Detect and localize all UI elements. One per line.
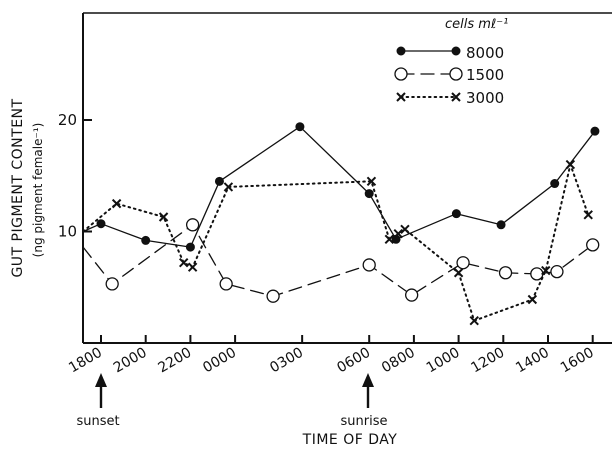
legend-marker-start-1500 — [394, 67, 408, 81]
point-3000-2 — [158, 212, 169, 222]
point-3000-9-stroke-b — [400, 224, 410, 234]
point-1500-4 — [266, 289, 280, 303]
point-8000-8 — [451, 209, 461, 219]
point-1500-10 — [550, 264, 564, 279]
y-axis-units: (ng pigment female⁻¹) — [31, 123, 45, 258]
x-tick-label-1000: 1000 — [424, 345, 463, 377]
point-3000-10 — [453, 268, 464, 278]
series-line-8000 — [82, 126, 596, 248]
point-8000-11 — [590, 126, 600, 136]
point-3000-12-stroke-b — [527, 294, 538, 305]
legend-title: cells mℓ⁻¹ — [445, 17, 508, 32]
legend-marker-end-3000-stroke-b — [451, 92, 461, 102]
point-3000-8 — [393, 229, 403, 239]
series-1500 — [82, 218, 600, 303]
point-3000-6-stroke-b — [366, 176, 377, 187]
series-3000 — [82, 159, 593, 326]
series-8000 — [82, 122, 600, 252]
y-axis-title: GUT PIGMENT CONTENT — [10, 98, 26, 277]
legend-label-3000: 3000 — [466, 89, 504, 107]
point-3000-5 — [223, 182, 234, 192]
point-3000-7-stroke-b — [384, 234, 395, 245]
series-line-1500 — [82, 224, 594, 297]
point-3000-1 — [111, 198, 122, 209]
legend-swatches — [394, 46, 463, 102]
sunset-marker: sunset — [76, 373, 120, 429]
x-tick-label-2200: 2200 — [156, 345, 195, 377]
y-tick-label-20: 20 — [58, 111, 77, 129]
point-3000-2-stroke-b — [158, 212, 169, 222]
x-tick-label-0800: 0800 — [379, 345, 418, 377]
x-tick-label-2000: 2000 — [111, 345, 150, 377]
point-1500-3 — [219, 277, 233, 291]
legend-marker-end-8000 — [451, 46, 461, 56]
legend-marker-end-1500 — [449, 67, 463, 81]
point-3000-3-stroke-b — [178, 258, 189, 268]
point-3000-4 — [187, 262, 198, 272]
point-8000-1 — [96, 219, 106, 229]
point-8000-9 — [496, 220, 506, 230]
point-1500-9 — [530, 267, 544, 281]
point-3000-9 — [400, 224, 410, 234]
point-1500-1 — [105, 277, 119, 291]
sunrise-label: sunrise — [341, 414, 388, 429]
point-3000-13 — [541, 265, 551, 276]
point-3000-1-stroke-b — [111, 198, 122, 209]
x-tick-label-0300: 0300 — [267, 345, 306, 377]
point-1500-6 — [405, 288, 419, 302]
point-8000-2 — [141, 235, 151, 245]
x-tick-label-1600: 1600 — [558, 345, 597, 377]
point-3000-12 — [527, 294, 538, 305]
y-tick-label-10: 10 — [58, 223, 77, 241]
x-tick-label-1400: 1400 — [513, 345, 552, 377]
point-3000-14 — [565, 159, 576, 170]
point-3000-3 — [178, 258, 189, 268]
point-3000-11-stroke-b — [469, 315, 479, 326]
point-8000-5 — [295, 122, 305, 132]
legend-label-8000: 8000 — [466, 44, 504, 62]
point-1500-7 — [456, 256, 470, 270]
x-tick-label-0000: 0000 — [200, 345, 239, 377]
point-8000-3 — [185, 242, 195, 252]
point-3000-13-stroke-b — [541, 265, 551, 276]
point-8000-4 — [214, 176, 224, 186]
point-3000-7 — [384, 234, 395, 245]
point-3000-15 — [583, 210, 593, 220]
point-3000-8-stroke-b — [393, 229, 403, 239]
legend-marker-end-3000 — [451, 92, 461, 102]
point-1500-2 — [185, 218, 200, 232]
point-3000-5-stroke-b — [223, 182, 234, 192]
sunset-arrow-head — [95, 373, 107, 387]
sunset-label: sunset — [76, 414, 119, 429]
sunrise-arrow-head — [362, 373, 374, 387]
point-8000-10 — [550, 179, 560, 189]
point-3000-4-stroke-b — [187, 262, 198, 272]
point-1500-8 — [498, 266, 513, 280]
point-3000-6 — [366, 176, 377, 187]
x-axis-title: TIME OF DAY — [302, 432, 398, 448]
legend: cells mℓ⁻¹ 8000 1500 3000 — [445, 17, 508, 107]
point-8000-6 — [364, 189, 374, 199]
x-tick-label-0600: 0600 — [334, 345, 373, 377]
data-series — [82, 122, 600, 326]
point-3000-15-stroke-b — [583, 210, 593, 220]
axis-ticks: 10 20 1800 2000 2200 0000 0300 0600 0800 1000 1200… — [58, 111, 597, 376]
point-3000-10-stroke-b — [453, 268, 464, 278]
legend-marker-start-3000 — [396, 92, 406, 102]
legend-marker-start-8000 — [396, 46, 406, 56]
point-1500-11 — [586, 238, 600, 252]
point-3000-11 — [469, 315, 479, 326]
sunrise-marker: sunrise — [341, 373, 388, 429]
legend-label-1500: 1500 — [466, 66, 504, 84]
point-1500-5 — [362, 258, 376, 272]
legend-marker-start-3000-stroke-b — [396, 92, 406, 102]
series-line-3000 — [82, 163, 590, 322]
x-tick-label-1800: 1800 — [66, 345, 105, 377]
x-tick-label-1200: 1200 — [468, 345, 507, 377]
point-3000-14-stroke-b — [565, 159, 576, 170]
